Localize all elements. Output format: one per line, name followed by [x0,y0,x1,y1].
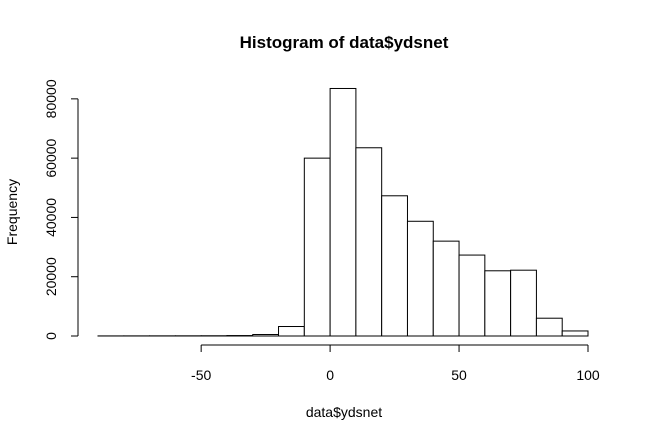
histogram-bar [561,330,589,337]
histogram-bar [406,220,434,337]
x-tick-label: -50 [191,367,211,383]
histogram-bar [381,195,408,337]
histogram-bar [355,147,383,337]
bars-group [97,87,589,337]
histogram-bar [278,326,305,337]
x-axis: -50 0 50 100 [191,344,600,383]
histogram-bar [535,317,563,337]
y-tick-label: 40000 [43,198,59,237]
chart-title: Histogram of data$ydsnet [240,33,449,52]
histogram-bar [484,270,512,337]
y-axis-label: Frequency [4,179,20,245]
y-tick-label: 80000 [43,79,59,118]
x-tick-label: 100 [576,367,600,383]
histogram-bar [458,254,486,337]
histogram-bar [510,269,537,337]
y-tick-label: 60000 [43,138,59,177]
x-tick-label: 0 [326,367,334,383]
x-axis-label: data$ydsnet [306,404,382,420]
y-tick-label: 0 [43,332,59,340]
y-axis: 0 20000 40000 60000 80000 [43,79,79,340]
histogram-bar [432,240,460,337]
histogram-bar [252,334,280,337]
x-tick-label: 50 [451,367,467,383]
y-tick-label: 20000 [43,257,59,296]
histogram-bar [303,157,331,337]
histogram-bar [329,87,357,337]
